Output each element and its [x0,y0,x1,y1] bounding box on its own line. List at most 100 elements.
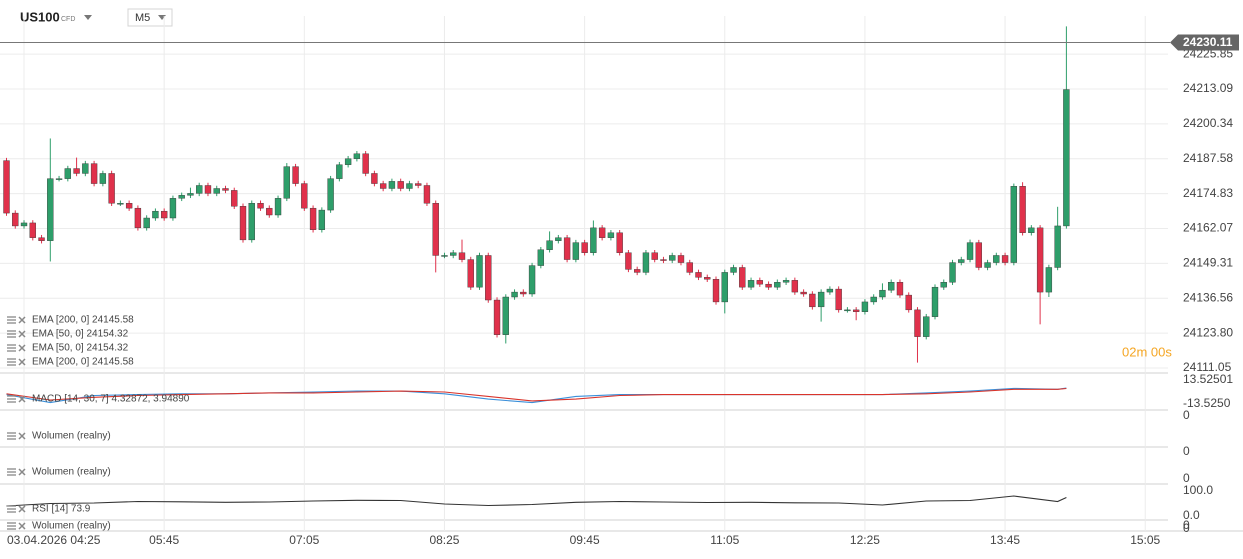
candle-body [450,252,457,256]
candle-body [914,309,921,337]
candle-body [143,217,150,229]
indicator-controls[interactable] [7,330,26,338]
indicator-controls[interactable] [7,505,26,513]
candle-body [196,185,203,194]
candle-body [756,280,763,285]
indicator-label: Wolumen (realny) [32,431,111,442]
candle-body [388,181,396,189]
candle-body [344,158,352,165]
y-tick-label: 24123.80 [1183,325,1233,339]
candle-body [844,309,851,312]
candle-body [169,198,177,219]
candle-body [800,291,807,295]
x-tick-label: 15:05 [1130,533,1160,547]
candle-body [353,153,361,159]
y-tick-label: 0 [1183,518,1190,532]
indicator-controls[interactable] [7,358,26,366]
candle-body [993,255,1000,263]
close-icon [18,330,26,338]
indicator-label: Wolumen (realny) [32,467,111,478]
symbol-dropdown[interactable] [84,15,92,20]
close-icon [18,522,26,530]
candle-body [896,282,904,296]
candle-body [213,188,220,194]
candle-body [660,259,667,261]
x-tick-label: 03.04.2026 04:25 [7,533,101,547]
y-tick-label: 13.52501 [1183,372,1233,386]
candle-body [598,227,606,238]
candle-body [502,296,509,335]
candle-body [432,203,439,256]
candle-body [739,267,746,288]
candle-body [493,299,501,335]
indicator-controls[interactable] [7,395,26,403]
candle-body [222,188,229,191]
x-tick-label: 11:05 [710,533,739,547]
candle-body [55,178,63,180]
candle-body [730,267,737,273]
timeframe[interactable]: M5 [135,12,150,24]
candle-body [266,207,273,216]
candle-body [1001,255,1009,263]
candle-body [791,280,799,293]
y-tick-label: 24200.34 [1183,116,1233,130]
candle-body [888,282,895,291]
candle-body [379,183,387,189]
candle-body [1010,186,1018,263]
candle-body [134,207,142,229]
candle-body [966,242,974,260]
candle-body [870,296,877,303]
candle-body [108,173,115,204]
candle-body [20,222,28,227]
candle-body [239,206,247,241]
candle-body [1019,186,1026,233]
y-tick-label: 24174.83 [1183,186,1233,200]
timeframe-box[interactable] [127,8,173,27]
indicator-label: RSI [14] 73.9 [32,504,91,515]
y-tick-label: 0.0 [1183,508,1200,522]
candle-body [29,222,36,238]
candle-body [318,209,326,230]
candle-body [231,190,238,207]
close-icon [18,344,26,352]
candle-body [721,272,728,303]
y-tick-label: 0 [1183,471,1190,485]
candle-body [879,289,886,298]
y-tick-label: 0 [1183,444,1190,458]
x-tick-label: 13:45 [990,533,1020,547]
indicator-label: EMA [200, 0] 24145.58 [32,357,134,368]
candle-body [923,316,930,337]
candle-body [616,232,623,253]
close-icon [18,432,26,440]
candle-body [160,210,168,219]
candle-body [423,185,431,204]
candle-body [677,255,685,263]
candle-body [187,193,194,196]
indicator-controls[interactable] [7,344,26,352]
candle-body [625,252,632,270]
countdown: 02m 00s [1122,344,1172,359]
candle-body [958,259,965,263]
indicator-controls[interactable] [7,432,26,440]
indicator-label: EMA [50, 0] 24154.32 [32,329,129,340]
candle-body [3,160,10,214]
candle-body [283,166,290,199]
candle-body [125,203,133,209]
candle-body [651,252,658,260]
candle-body [1063,89,1070,227]
candle-body [695,272,702,278]
candle-body [274,198,282,216]
y-tick-label: 0 [1183,521,1190,535]
indicator-controls[interactable] [7,316,26,324]
x-tick-label: 05:45 [149,533,179,547]
close-icon [18,358,26,366]
candle-body [590,227,597,253]
candle-body [563,237,571,260]
candle-body [415,183,422,186]
symbol[interactable]: US100 [20,9,60,24]
indicator-controls[interactable] [7,522,26,530]
y-tick-label: 100.0 [1183,483,1213,497]
candle-body [178,195,185,199]
indicator-controls[interactable] [7,468,26,476]
